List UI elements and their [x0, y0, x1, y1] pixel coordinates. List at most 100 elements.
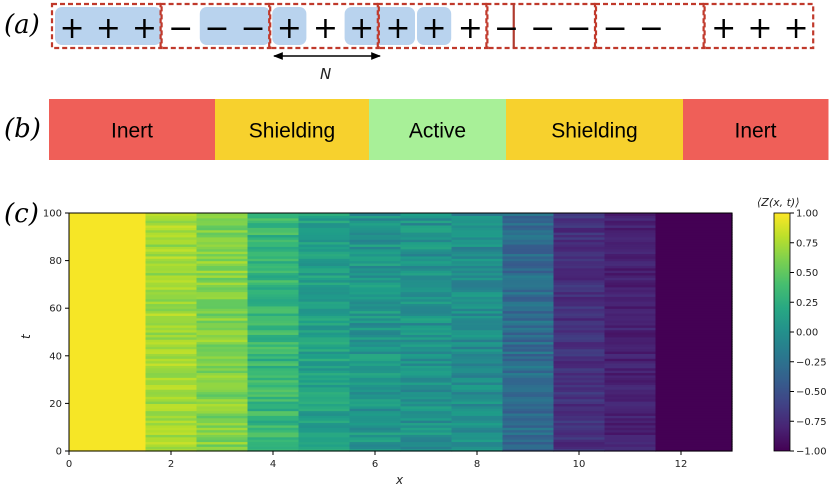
y-tick-label: 100 [43, 209, 62, 220]
heatmap-cell [145, 346, 198, 350]
heatmap-cell [655, 229, 733, 233]
heatmap-cell [145, 424, 198, 428]
heatmap-cell [400, 348, 453, 352]
heatmap-cell [145, 389, 198, 393]
heatmap-cell [69, 222, 147, 226]
heatmap-cell [502, 362, 555, 366]
heatmap-cell [451, 408, 504, 412]
heatmap-cell [247, 291, 300, 295]
heatmap-cell [502, 215, 555, 219]
y-tick-label: 20 [49, 399, 62, 410]
heatmap-cell [451, 389, 504, 393]
heatmap-cell [247, 317, 300, 321]
heatmap-cell [145, 248, 198, 252]
heatmap-cell [553, 420, 606, 424]
heatmap-cell [451, 448, 504, 452]
spin-block-outline [268, 2, 380, 50]
heatmap-cell [400, 253, 453, 257]
heatmap-cell [349, 441, 402, 445]
heatmap-cell [69, 227, 147, 231]
heatmap-cell [69, 251, 147, 255]
heatmap-cell [655, 267, 733, 271]
heatmap-cell [145, 255, 198, 259]
heatmap-cell [553, 443, 606, 447]
heatmap-cell [451, 341, 504, 345]
heatmap-cell [553, 243, 606, 247]
heatmap-cell [451, 253, 504, 257]
heatmap-cell [553, 336, 606, 340]
panel-label-c: (c) [4, 199, 39, 229]
heatmap-cell [69, 403, 147, 407]
heatmap-cell [298, 336, 351, 340]
heatmap-cell [400, 282, 453, 285]
heatmap-cell [400, 384, 453, 388]
heatmap-cell [298, 277, 351, 281]
heatmap-cell [451, 348, 504, 352]
heatmap-cell [502, 343, 555, 347]
heatmap-cell [502, 317, 555, 321]
heatmap-cell [298, 274, 351, 278]
heatmap-cell [400, 389, 453, 393]
heatmap-cell [451, 358, 504, 362]
heatmap-cell [69, 427, 147, 431]
heatmap-cell [655, 260, 733, 264]
spin-symbol: − [204, 11, 229, 46]
heatmap-cell [655, 293, 733, 297]
heatmap-cell [145, 289, 198, 293]
heatmap-cell [196, 370, 249, 374]
heatmap-cell [145, 301, 198, 305]
heatmap-cell [196, 298, 249, 302]
heatmap-cell [502, 351, 555, 355]
heatmap-cell [196, 279, 249, 283]
heatmap-cell [553, 312, 606, 316]
heatmap-cell [655, 339, 733, 343]
heatmap-cell [196, 277, 249, 281]
heatmap-cell [604, 362, 657, 366]
heatmap-cell [196, 343, 249, 347]
heatmap-cell [400, 310, 453, 314]
heatmap-cell [655, 272, 733, 276]
heatmap-cell [400, 334, 453, 338]
heatmap-cell [655, 446, 733, 450]
heatmap-cell [553, 427, 606, 431]
heatmap-cell [655, 415, 733, 419]
heatmap-cell [553, 351, 606, 355]
heatmap-cell [349, 310, 402, 314]
heatmap-cell [655, 291, 733, 295]
heatmap-cell [196, 358, 249, 362]
heatmap-cell [247, 398, 300, 402]
heatmap-cell [145, 243, 198, 247]
heatmap-cell [145, 391, 198, 395]
heatmap-cell [247, 267, 300, 271]
heatmap-cell [553, 213, 606, 216]
heatmap-cell [145, 310, 198, 314]
heatmap-cell [451, 315, 504, 319]
heatmap-cell [196, 284, 249, 288]
heatmap-cell [400, 398, 453, 402]
heatmap-cell [451, 265, 504, 269]
heatmap-cell [196, 410, 249, 414]
heatmap-cell [196, 296, 249, 300]
heatmap-cell [298, 436, 351, 440]
heatmap-cell [298, 396, 351, 400]
heatmap-cell [247, 348, 300, 352]
heatmap-cell [69, 255, 147, 259]
heatmap-cell [247, 343, 300, 347]
spin-symbol: − [168, 11, 193, 46]
heatmap-cell [349, 372, 402, 376]
heatmap-cell [69, 277, 147, 281]
heatmap-cell [145, 241, 198, 245]
heatmap-cell [196, 301, 249, 305]
heatmap-cell [349, 410, 402, 414]
heatmap-cell [502, 236, 555, 240]
heatmap-cell [655, 341, 733, 345]
heatmap-cell [145, 272, 198, 276]
heatmap-cell [553, 441, 606, 445]
heatmap-cell [451, 424, 504, 428]
heatmap-cell [196, 222, 249, 226]
heatmap-cell [298, 243, 351, 247]
heatmap-cell [349, 282, 402, 285]
heatmap-cell [502, 448, 555, 452]
heatmap-cell [655, 332, 733, 335]
heatmap-cell [604, 398, 657, 402]
